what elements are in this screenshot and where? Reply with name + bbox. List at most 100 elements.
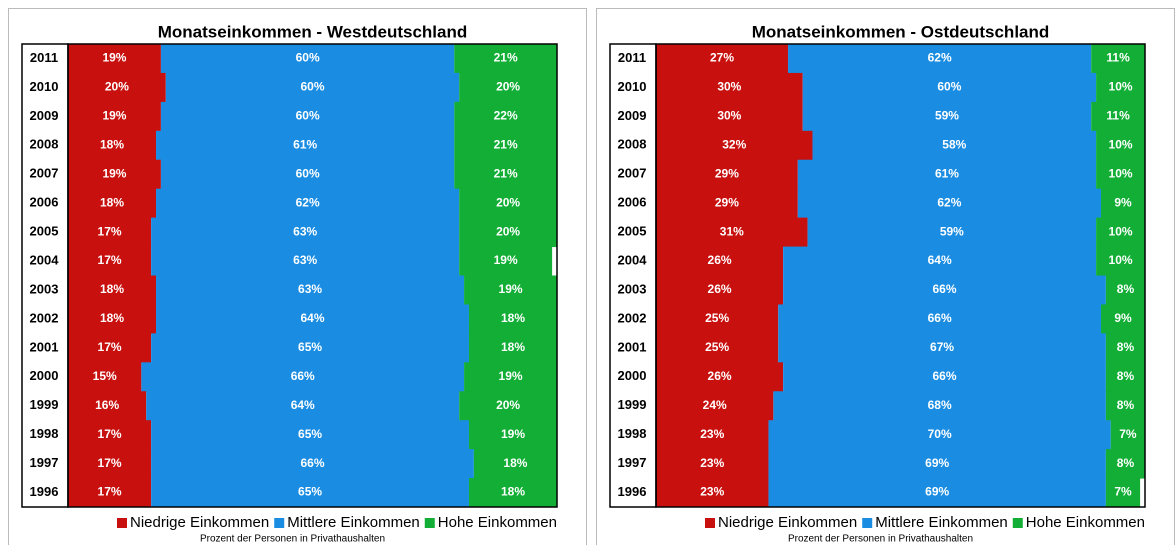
y-tick-label: 2006 xyxy=(30,195,59,210)
legend-label: Mittlere Einkommen xyxy=(287,514,420,531)
bar-segment xyxy=(656,130,813,161)
data-label: 15% xyxy=(93,369,117,383)
bar-segment xyxy=(68,44,161,74)
data-label: 11% xyxy=(1106,109,1130,123)
bar-segment xyxy=(151,246,460,276)
data-label: 19% xyxy=(499,282,523,296)
bar-segment xyxy=(468,333,557,363)
data-label: 65% xyxy=(298,427,322,441)
y-tick-label: 2005 xyxy=(618,224,647,239)
panel-border xyxy=(596,8,1175,545)
bar-segment xyxy=(802,72,1097,103)
y-tick-label: 1997 xyxy=(618,455,647,470)
chart-note: Prozent der Personen in Privathaushalten xyxy=(788,534,973,545)
data-label: 61% xyxy=(293,137,317,151)
data-label: 20% xyxy=(496,195,520,209)
data-label: 66% xyxy=(932,369,956,383)
bar-segment xyxy=(454,44,557,74)
data-label: 61% xyxy=(935,166,959,180)
data-label: 23% xyxy=(700,427,724,441)
bar-segment xyxy=(160,101,455,132)
data-label: 18% xyxy=(501,485,525,499)
y-tick-label: 2002 xyxy=(30,310,59,325)
data-label: 18% xyxy=(100,311,124,325)
bar-segment xyxy=(1110,420,1145,450)
data-label: 58% xyxy=(942,137,966,151)
data-label: 16% xyxy=(95,398,119,412)
data-label: 62% xyxy=(937,195,961,209)
bar-segment xyxy=(454,130,557,161)
bar-segment xyxy=(807,217,1097,248)
data-label: 9% xyxy=(1114,311,1132,325)
y-tick-label: 2007 xyxy=(30,166,59,181)
bar-segment xyxy=(656,362,784,392)
data-label: 66% xyxy=(291,369,315,383)
y-tick-label: 1998 xyxy=(618,426,647,441)
bar-segment xyxy=(156,275,465,305)
bar-segment xyxy=(468,420,557,450)
y-tick-label: 2009 xyxy=(30,108,59,123)
bar-segment xyxy=(783,362,1106,392)
bar-segment xyxy=(783,246,1097,276)
y-tick-label: 2000 xyxy=(30,368,59,383)
data-label: 18% xyxy=(100,137,124,151)
data-label: 7% xyxy=(1114,485,1132,499)
data-label: 18% xyxy=(503,456,527,470)
bar-segment xyxy=(459,217,557,248)
data-label: 69% xyxy=(925,485,949,499)
data-label: 25% xyxy=(705,340,729,354)
data-label: 21% xyxy=(494,51,518,65)
y-tick-label: 2001 xyxy=(618,339,647,354)
data-label: 17% xyxy=(98,253,122,267)
data-label: 21% xyxy=(494,137,518,151)
axis-box xyxy=(609,43,657,508)
bar-segment xyxy=(141,362,465,392)
data-label: 66% xyxy=(928,311,952,325)
data-label: 20% xyxy=(105,80,129,94)
data-label: 60% xyxy=(300,80,324,94)
data-label: 20% xyxy=(496,224,520,238)
bar-segment xyxy=(454,101,557,132)
bar-segment xyxy=(68,304,157,334)
bar-segment xyxy=(802,101,1092,132)
data-label: 11% xyxy=(1106,51,1130,65)
bar-segment xyxy=(1096,130,1145,161)
bar-segment xyxy=(68,217,152,248)
bar-segment xyxy=(151,217,460,248)
data-label: 18% xyxy=(100,282,124,296)
data-label: 25% xyxy=(705,311,729,325)
bar-segment xyxy=(459,246,553,276)
data-label: 60% xyxy=(296,166,320,180)
data-label: 19% xyxy=(102,109,126,123)
legend-label: Niedrige Einkommen xyxy=(718,514,857,531)
data-label: 66% xyxy=(932,282,956,296)
bar-segment xyxy=(1091,44,1145,74)
data-label: 20% xyxy=(496,398,520,412)
y-tick-label: 2008 xyxy=(618,137,647,152)
bar-segment xyxy=(68,72,166,103)
data-label: 59% xyxy=(940,224,964,238)
y-tick-label: 2004 xyxy=(30,252,60,267)
bar-segment xyxy=(797,188,1101,219)
bar-segment xyxy=(1096,72,1145,103)
bar-segment xyxy=(151,420,469,450)
data-label: 8% xyxy=(1117,398,1135,412)
data-label: 62% xyxy=(296,195,320,209)
data-label: 64% xyxy=(291,398,315,412)
bar-segment xyxy=(464,362,557,392)
bar-segment xyxy=(656,72,803,103)
y-tick-label: 2008 xyxy=(30,137,59,152)
bar-segment xyxy=(160,44,455,74)
bar-segment xyxy=(459,391,557,421)
y-tick-label: 2003 xyxy=(618,281,647,296)
data-label: 29% xyxy=(715,195,739,209)
legend-swatch xyxy=(116,518,127,528)
data-label: 64% xyxy=(928,253,952,267)
data-label: 20% xyxy=(496,80,520,94)
data-label: 26% xyxy=(708,369,732,383)
y-tick-label: 2009 xyxy=(618,108,647,123)
data-label: 18% xyxy=(501,340,525,354)
data-label: 19% xyxy=(501,427,525,441)
data-label: 23% xyxy=(700,456,724,470)
